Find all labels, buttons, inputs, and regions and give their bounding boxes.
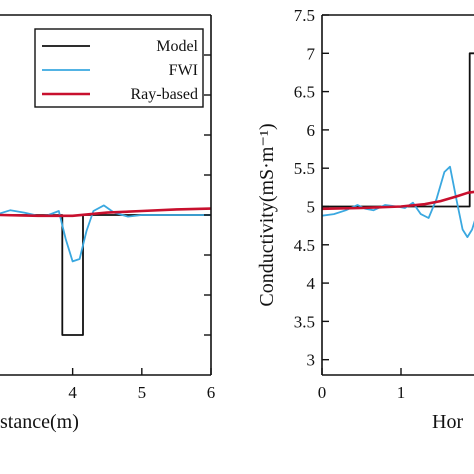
right-x-axis-title: Hor xyxy=(432,411,463,433)
right-plot-area xyxy=(322,52,474,239)
legend-label-fwi: FWI xyxy=(169,62,198,79)
right-y-tick-label: 7.5 xyxy=(294,6,315,25)
left-series-model-line xyxy=(0,214,211,336)
right-y-tick-label: 5 xyxy=(307,197,316,216)
right-y-tick-label: 7 xyxy=(307,44,316,63)
right-y-tick-label: 5.5 xyxy=(294,159,315,178)
legend-label-model: Model xyxy=(156,38,198,55)
right-y-tick-label: 6 xyxy=(307,121,316,140)
right-y-tick-label: 4.5 xyxy=(294,236,315,255)
left-x-tick-label: 6 xyxy=(207,383,216,402)
right-y-tick-label: 3.5 xyxy=(294,312,315,331)
right-x-tick-label: 1 xyxy=(397,383,406,402)
right-y-axis-title: Conductivity(mS·m⁻¹) xyxy=(256,123,278,306)
left-x-axis-title: stance(m) xyxy=(0,411,79,433)
left-plot-area xyxy=(0,204,211,336)
legend-label-ray-based: Ray-based xyxy=(130,86,198,103)
right-series-fwi-line xyxy=(322,165,474,239)
right-ticks: 0 1 3 3.5 4 4.5 5 5.5 6 6.5 7 7.5 xyxy=(294,6,406,402)
chart-legend: Model FWI Ray-based xyxy=(34,28,204,108)
right-chart-panel: 0 1 3 3.5 4 4.5 5 5.5 6 6.5 7 7.5 Hor Conductivity(… xyxy=(256,6,474,433)
right-y-tick-label: 3 xyxy=(307,351,316,370)
left-series-ray-based-line xyxy=(0,207,211,218)
left-x-tick-label: 4 xyxy=(68,383,77,402)
right-y-tick-label: 4 xyxy=(307,274,316,293)
right-series-model-line xyxy=(322,52,474,208)
left-x-tick-label: 5 xyxy=(138,383,147,402)
left-chart-panel: 4 5 6 stance(m) Model FWI Ray-based xyxy=(0,14,216,433)
right-y-tick-label: 6.5 xyxy=(294,83,315,102)
left-ticks: 4 5 6 xyxy=(68,54,216,402)
right-series-ray-based-line xyxy=(322,190,474,211)
right-x-tick-label: 0 xyxy=(318,383,327,402)
